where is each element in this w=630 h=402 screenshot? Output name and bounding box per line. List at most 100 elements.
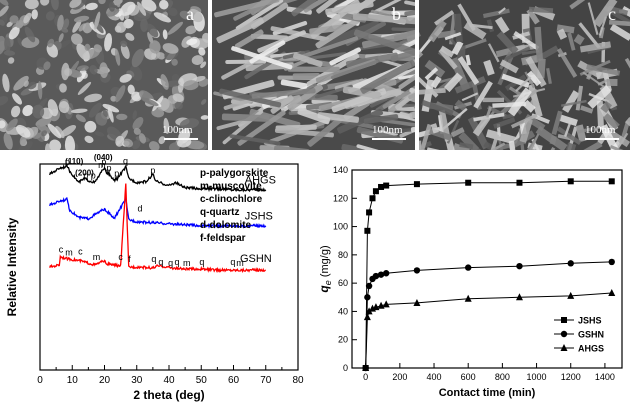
sem-flake bbox=[483, 59, 495, 76]
sem-flake bbox=[444, 72, 463, 93]
xrd-peak-label: p bbox=[114, 168, 119, 178]
sem-flake bbox=[419, 50, 424, 62]
xrd-legend-entry: q-quartz bbox=[200, 207, 239, 218]
sem-particle bbox=[88, 102, 102, 118]
xrd-series-JSHS bbox=[49, 195, 267, 230]
sem-flake bbox=[566, 142, 577, 150]
xrd-peak-label: q bbox=[158, 257, 163, 267]
xrd-peak-label: q bbox=[168, 258, 173, 268]
xrd-peak-label: c bbox=[118, 252, 123, 262]
sem-particle bbox=[41, 130, 48, 137]
sem-rod bbox=[249, 40, 286, 64]
sem-particle bbox=[200, 115, 208, 120]
sem-particle bbox=[141, 0, 157, 12]
sem-particle bbox=[158, 136, 166, 145]
xrd-x-tick-label: 60 bbox=[228, 375, 240, 386]
sem-particle bbox=[174, 101, 183, 110]
sem-particle bbox=[167, 21, 183, 35]
kin-point-AHGS bbox=[363, 313, 371, 321]
kin-y-tick-label: 40 bbox=[338, 306, 348, 316]
xrd-peak-label: p bbox=[107, 163, 112, 173]
kin-point-AHGS bbox=[567, 291, 575, 299]
sem-particle bbox=[3, 132, 13, 150]
kin-x-tick-label: 1400 bbox=[595, 372, 615, 382]
sem-particle bbox=[116, 113, 128, 121]
xrd-peak-label: (200) bbox=[75, 168, 94, 177]
sem-rod bbox=[287, 66, 340, 73]
sem-particle bbox=[0, 0, 9, 6]
sem-particle bbox=[22, 104, 34, 117]
sem-flake bbox=[492, 101, 526, 108]
sem-particle bbox=[131, 140, 141, 150]
sem-particle bbox=[164, 80, 181, 87]
sem-rod bbox=[373, 0, 415, 14]
xrd-legend-entry: f-feldspar bbox=[200, 233, 246, 244]
sem-flake bbox=[573, 34, 585, 46]
kin-y-axis-label: qe (mg/g) bbox=[317, 245, 333, 292]
sem-particle bbox=[0, 5, 9, 17]
sem-rod bbox=[398, 68, 415, 90]
sem-particle bbox=[47, 99, 59, 117]
sem-particle bbox=[31, 9, 38, 20]
sem-flake bbox=[472, 115, 491, 137]
xrd-x-tick-label: 30 bbox=[131, 375, 143, 386]
sem-particle bbox=[3, 50, 16, 56]
sem-flake bbox=[577, 127, 594, 134]
kin-point-AHGS bbox=[377, 301, 385, 309]
sem-rod bbox=[341, 143, 405, 150]
sem-texture-a bbox=[0, 0, 208, 150]
sem-particle bbox=[50, 0, 59, 11]
sem-particle bbox=[110, 95, 117, 102]
kin-point-JSHS bbox=[608, 178, 615, 185]
sem-particle bbox=[36, 123, 51, 134]
sem-rod bbox=[244, 51, 287, 80]
kin-series-line-GSHN bbox=[365, 261, 612, 369]
sem-flake bbox=[582, 71, 610, 92]
sem-rod bbox=[329, 47, 361, 66]
sem-particle bbox=[16, 124, 31, 138]
sem-particle bbox=[120, 43, 130, 59]
sem-particle bbox=[0, 19, 5, 26]
sem-rod bbox=[392, 20, 415, 55]
sem-flake bbox=[526, 70, 542, 87]
sem-rod bbox=[397, 27, 415, 46]
sem-particle bbox=[7, 57, 15, 64]
sem-particle bbox=[151, 108, 165, 118]
sem-particle bbox=[132, 110, 137, 120]
sem-rod bbox=[404, 8, 415, 17]
kin-legend-marker bbox=[561, 317, 567, 323]
sem-flake bbox=[535, 126, 568, 150]
kin-legend-label: AHGS bbox=[578, 344, 604, 354]
sem-particle bbox=[58, 33, 64, 43]
sem-particle bbox=[148, 141, 160, 150]
sem-particle bbox=[85, 2, 98, 11]
sem-rod bbox=[219, 88, 282, 108]
sem-particle bbox=[147, 31, 154, 44]
kin-legend-marker bbox=[560, 344, 568, 351]
sem-flake bbox=[430, 123, 439, 134]
sem-particle bbox=[138, 133, 147, 144]
sem-rod bbox=[395, 127, 415, 133]
sem-particle bbox=[171, 74, 180, 82]
sem-flake bbox=[508, 140, 516, 150]
sem-particle bbox=[133, 127, 141, 135]
sem-flake bbox=[469, 23, 493, 30]
sem-rod bbox=[307, 117, 342, 147]
kin-point-GSHN bbox=[364, 294, 371, 301]
sem-flake bbox=[442, 107, 468, 131]
xrd-chart: 0 10 20 30 40 50 60 70 80 2 theta (deg) Relative I… bbox=[5, 153, 304, 402]
sem-flake bbox=[461, 92, 479, 102]
sem-particle bbox=[76, 43, 90, 61]
sem-rod bbox=[297, 107, 331, 125]
kin-point-GSHN bbox=[382, 270, 390, 277]
sem-particle bbox=[98, 0, 106, 5]
sem-flake bbox=[561, 99, 587, 107]
sem-flake bbox=[586, 69, 594, 80]
sem-rod bbox=[337, 108, 384, 134]
sem-particle bbox=[57, 14, 64, 31]
kin-point-AHGS bbox=[413, 298, 421, 306]
sem-particle bbox=[23, 80, 29, 87]
kin-point-GSHN bbox=[413, 267, 421, 274]
sem-particle bbox=[104, 33, 113, 52]
sem-flake bbox=[602, 113, 620, 130]
